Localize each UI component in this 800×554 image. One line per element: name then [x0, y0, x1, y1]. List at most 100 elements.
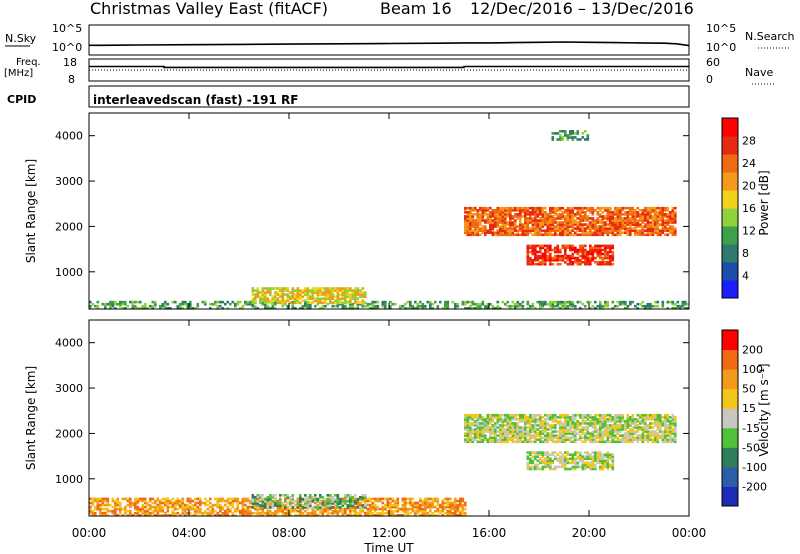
- heatmap-cell: [506, 424, 510, 427]
- heatmap-cell: [609, 215, 612, 218]
- heatmap-cell: [394, 499, 397, 503]
- colorbar-swatch: [722, 154, 738, 173]
- heatmap-cell: [416, 509, 420, 513]
- heatmap-cell: [591, 426, 595, 429]
- heatmap-cell: [541, 211, 545, 214]
- heatmap-cell: [529, 420, 532, 423]
- heatmap-cell: [539, 231, 542, 234]
- heatmap-cell: [179, 302, 182, 306]
- heatmap-cell: [524, 434, 527, 437]
- heatmap-cell: [361, 295, 365, 298]
- heatmap-cell: [496, 231, 500, 234]
- heatmap-cell: [514, 213, 517, 216]
- heatmap-cell: [431, 499, 435, 503]
- heatmap-cell: [611, 231, 615, 234]
- heatmap-cell: [149, 507, 152, 511]
- heatmap-cell: [334, 301, 337, 305]
- heatmap-cell: [586, 422, 590, 425]
- heatmap-cell: [609, 436, 612, 439]
- heatmap-cell: [226, 497, 230, 501]
- heatmap-cell: [326, 500, 330, 503]
- heatmap-cell: [594, 229, 597, 232]
- heatmap-cell: [519, 430, 522, 433]
- heatmap-cell: [209, 497, 212, 501]
- heatmap-cell: [289, 291, 292, 294]
- heatmap-cell: [574, 434, 577, 437]
- heatmap-cell: [674, 420, 677, 423]
- heatmap-cell: [564, 451, 567, 454]
- heatmap-cell: [616, 217, 620, 220]
- heatmap-cell: [521, 416, 525, 419]
- heatmap-cell: [571, 262, 575, 266]
- heatmap-cell: [309, 506, 312, 509]
- heatmap-cell: [496, 209, 500, 212]
- heatmap-cell: [446, 497, 450, 501]
- heatmap-cell: [631, 440, 635, 444]
- heatmap-cell: [331, 297, 335, 300]
- heatmap-cell: [601, 416, 605, 419]
- heatmap-cell: [481, 426, 485, 429]
- heatmap-cell: [531, 221, 535, 224]
- heatmap-cell: [136, 509, 140, 513]
- heatmap-cell: [136, 514, 140, 517]
- heatmap-cell: [654, 223, 657, 226]
- heatmap-cell: [536, 231, 540, 234]
- heatmap-cell: [299, 509, 302, 513]
- heatmap-cell: [421, 514, 425, 517]
- heatmap-cell: [586, 453, 590, 456]
- heatmap-cell: [291, 291, 295, 294]
- heatmap-cell: [646, 416, 650, 419]
- heatmap-cell: [331, 500, 335, 503]
- heatmap-cell: [349, 289, 352, 292]
- heatmap-cell: [466, 307, 470, 310]
- heatmap-cell: [621, 213, 625, 216]
- heatmap-cell: [526, 440, 530, 444]
- heatmap-cell: [666, 420, 670, 423]
- heatmap-cell: [599, 434, 602, 437]
- heatmap-cell: [426, 501, 430, 505]
- heatmap-cell: [256, 504, 260, 507]
- heatmap-cell: [614, 420, 617, 423]
- heatmap-cell: [499, 233, 502, 237]
- heatmap-cell: [456, 503, 460, 507]
- colorbar-tick-label: -15: [742, 422, 760, 435]
- heatmap-cell: [559, 413, 562, 417]
- heatmap-cell: [356, 511, 360, 515]
- heatmap-cell: [499, 231, 502, 234]
- heatmap-cell: [594, 440, 597, 444]
- heatmap-cell: [656, 217, 660, 220]
- heatmap-cell: [516, 302, 520, 306]
- heatmap-cell: [336, 494, 340, 497]
- heatmap-cell: [526, 225, 530, 228]
- freq-label: Freq.: [16, 57, 41, 68]
- heatmap-cell: [281, 291, 285, 294]
- heatmap-cell: [511, 426, 515, 429]
- heatmap-cell: [519, 304, 522, 308]
- heatmap-cell: [559, 416, 562, 419]
- site-title: Christmas Valley East (fitACF): [90, 0, 328, 18]
- heatmap-cell: [101, 302, 105, 306]
- heatmap-cell: [611, 300, 615, 304]
- heatmap-cell: [651, 211, 655, 214]
- heatmap-cell: [571, 440, 575, 444]
- heatmap-cell: [301, 514, 305, 517]
- heatmap-cell: [364, 494, 367, 497]
- heatmap-cell: [514, 413, 517, 417]
- heatmap-cell: [531, 461, 535, 465]
- heatmap-cell: [546, 227, 550, 230]
- heatmap-cell: [239, 509, 242, 513]
- heatmap-cell: [316, 498, 320, 501]
- heatmap-cell: [624, 428, 627, 431]
- heatmap-cell: [354, 301, 357, 305]
- heatmap-cell: [91, 514, 95, 517]
- heatmap-cell: [541, 262, 545, 266]
- heatmap-cell: [526, 227, 530, 230]
- heatmap-cell: [94, 514, 97, 517]
- heatmap-cell: [544, 428, 547, 431]
- heatmap-cell: [564, 248, 567, 252]
- heatmap-cell: [241, 497, 245, 501]
- heatmap-cell: [501, 233, 505, 237]
- heatmap-cell: [451, 511, 455, 515]
- heatmap-cell: [664, 426, 667, 429]
- heatmap-cell: [599, 307, 602, 310]
